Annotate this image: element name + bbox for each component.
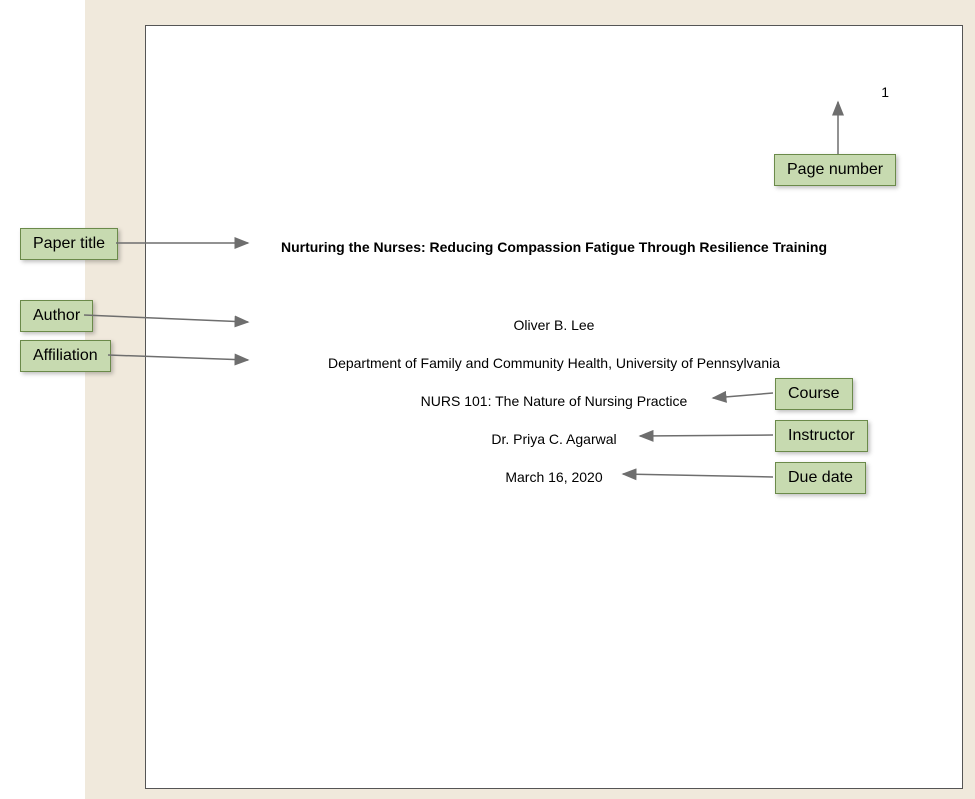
background-right-band (963, 0, 975, 799)
background-bottom (85, 789, 975, 799)
callout-due-date: Due date (775, 462, 866, 494)
callout-affiliation: Affiliation (20, 340, 111, 372)
paper-title: Nurturing the Nurses: Reducing Compassio… (146, 239, 962, 255)
page-number: 1 (881, 84, 889, 100)
callout-page-number: Page number (774, 154, 896, 186)
callout-author: Author (20, 300, 93, 332)
callout-course: Course (775, 378, 853, 410)
callout-paper-title: Paper title (20, 228, 118, 260)
background-top (85, 0, 975, 25)
callout-instructor: Instructor (775, 420, 868, 452)
background-left-band (85, 0, 145, 799)
author-name: Oliver B. Lee (146, 317, 962, 333)
affiliation: Department of Family and Community Healt… (146, 355, 962, 371)
